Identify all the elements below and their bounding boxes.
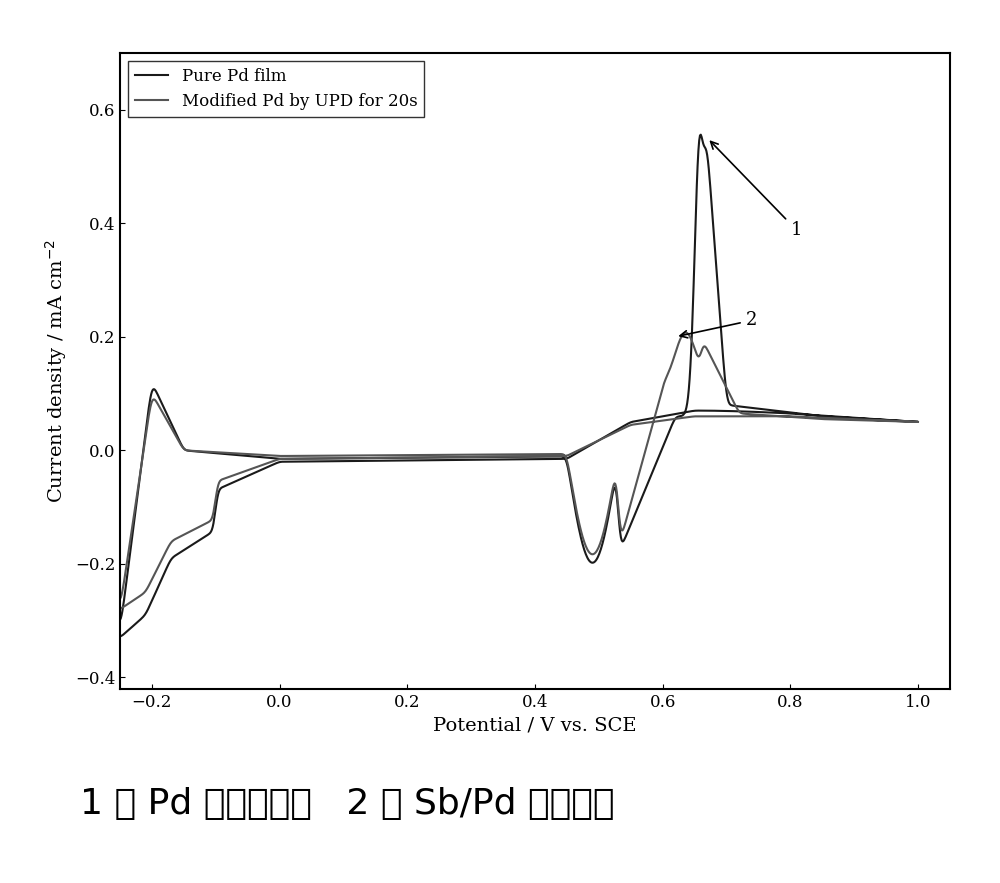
Pure Pd film bbox=[160, 565, 172, 576]
Pure Pd film bbox=[114, 615, 126, 625]
Modified Pd by UPD for 20s bbox=[195, 446, 207, 457]
Pure Pd film bbox=[160, 563, 172, 574]
Modified Pd by UPD for 20s bbox=[114, 593, 126, 604]
Pure Pd film bbox=[114, 631, 126, 642]
Modified Pd by UPD for 20s bbox=[891, 416, 903, 426]
Modified Pd by UPD for 20s bbox=[680, 328, 692, 338]
Modified Pd by UPD for 20s bbox=[114, 603, 126, 614]
Line: Pure Pd film: Pure Pd film bbox=[120, 135, 918, 637]
Modified Pd by UPD for 20s bbox=[160, 547, 172, 557]
Pure Pd film bbox=[695, 130, 707, 140]
Legend: Pure Pd film, Modified Pd by UPD for 20s: Pure Pd film, Modified Pd by UPD for 20s bbox=[128, 61, 424, 117]
Modified Pd by UPD for 20s bbox=[453, 452, 465, 463]
Text: 1 为 Pd 膜的曲线，   2 为 Sb/Pd 膜的曲线: 1 为 Pd 膜的曲线， 2 为 Sb/Pd 膜的曲线 bbox=[80, 787, 614, 820]
Y-axis label: Current density / mA cm$^{-2}$: Current density / mA cm$^{-2}$ bbox=[43, 239, 69, 502]
Pure Pd film bbox=[195, 447, 207, 457]
Modified Pd by UPD for 20s bbox=[849, 415, 861, 426]
Text: 2: 2 bbox=[680, 312, 757, 338]
Pure Pd film bbox=[849, 413, 861, 424]
Pure Pd film bbox=[453, 455, 465, 465]
Text: 1: 1 bbox=[711, 141, 802, 238]
Pure Pd film bbox=[891, 415, 903, 426]
X-axis label: Potential / V vs. SCE: Potential / V vs. SCE bbox=[433, 716, 637, 734]
Modified Pd by UPD for 20s bbox=[160, 546, 172, 556]
Line: Modified Pd by UPD for 20s: Modified Pd by UPD for 20s bbox=[120, 333, 918, 608]
